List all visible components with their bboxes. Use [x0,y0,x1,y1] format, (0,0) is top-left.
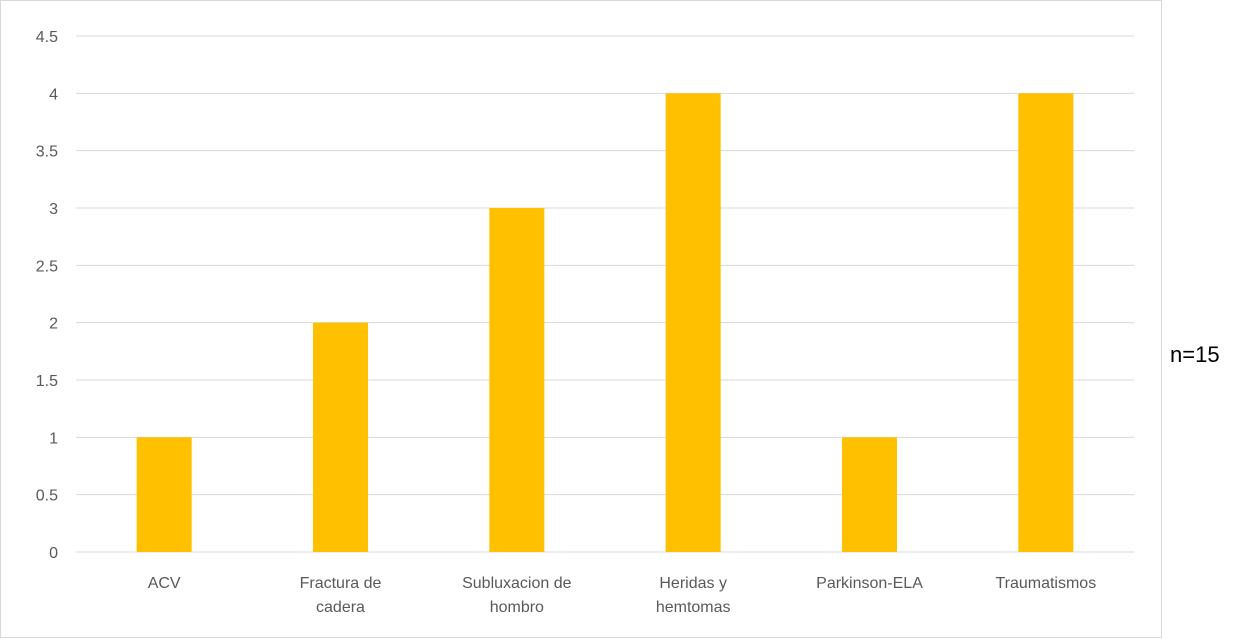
sample-size-annotation: n=15 [1170,342,1220,367]
bar [313,322,368,552]
y-tick-label: 1 [49,430,58,447]
bar-chart: 0 0.5 1 1.5 2 2.5 3 3.5 4 4.5 ACV Fractura de cadera… [36,29,1134,616]
bar [665,93,721,552]
y-tick-label: 2.5 [36,258,58,275]
x-tick-label: Heridas y hemtomas [656,575,731,616]
y-tick-label: 4 [49,86,58,103]
bar [1018,93,1074,552]
bar [842,437,897,552]
y-tick-label: 2 [49,316,58,333]
x-tick-label: Fractura de cadera [300,575,382,616]
y-tick-label: 1.5 [36,373,58,390]
y-tick-label: 3.5 [36,144,58,161]
chart-frame: 0 0.5 1 1.5 2 2.5 3 3.5 4 4.5 ACV Fractura de cadera… [0,0,1162,638]
y-tick-label: 0.5 [36,488,58,505]
y-tick-label: 4.5 [36,29,58,46]
bar [489,208,545,552]
x-tick-label: ACV [148,575,181,592]
x-tick-label: Subluxacion de hombro [462,575,572,616]
bar [136,437,192,552]
x-tick-label: Traumatismos [995,575,1096,592]
x-tick-label: Parkinson-ELA [816,575,923,592]
y-tick-label: 0 [49,545,58,562]
y-tick-label: 3 [49,201,58,218]
